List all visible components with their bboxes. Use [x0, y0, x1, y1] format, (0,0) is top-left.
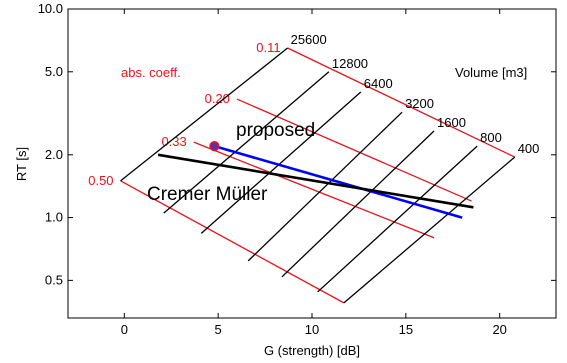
y-axis-label: RT [s]	[14, 147, 29, 181]
y-tick-label: 5.0	[45, 64, 63, 79]
x-tick-label: 5	[215, 322, 222, 337]
y-tick-label: 1.0	[45, 210, 63, 225]
volume-label-1600: 1600	[437, 115, 466, 130]
absorption-line-0.20	[236, 98, 472, 202]
absorption-label-0.33: 0.33	[161, 134, 186, 149]
series-line-cremer-m-ller	[157, 153, 474, 209]
abs-coeff-title: abs. coeff.	[121, 65, 181, 80]
absorption-line-0.11	[287, 47, 515, 158]
volume-label-6400: 6400	[364, 76, 393, 91]
absorption-label-0.20: 0.20	[205, 91, 230, 106]
volume-label-3200: 3200	[405, 96, 434, 111]
volume-label-12800: 12800	[332, 56, 368, 71]
x-tick-label: 0	[121, 322, 128, 337]
volume-line-3200	[247, 111, 403, 262]
volume-label-400: 400	[518, 141, 540, 156]
volume-line-6400	[200, 91, 362, 234]
proposed-label: proposed	[236, 120, 315, 141]
absorption-label-0.11: 0.11	[256, 40, 280, 55]
x-tick-label: 15	[399, 322, 413, 337]
x-axis-label: G (strength) [dB]	[264, 343, 360, 358]
plot-area	[67, 8, 557, 319]
volume-label-25600: 25600	[291, 32, 327, 47]
volume-line-25600	[120, 47, 289, 182]
volume-line-12800	[163, 71, 330, 214]
y-tick-label: 2.0	[45, 147, 63, 162]
x-tick-label: 10	[305, 322, 319, 337]
volume-title: Volume [m3]	[455, 65, 527, 80]
x-tick-label: 20	[492, 322, 506, 337]
series-line-proposed	[214, 144, 463, 219]
y-tick-label: 0.5	[45, 272, 63, 287]
proposed-marker	[209, 141, 220, 152]
volume-line-800	[317, 145, 478, 293]
cremer-muller-label: Cremer Müller	[147, 184, 268, 205]
volume-line-1600	[281, 130, 435, 278]
y-tick-label: 10.0	[38, 1, 63, 16]
absorption-line-0.50	[120, 180, 345, 304]
absorption-label-0.50: 0.50	[88, 173, 113, 188]
volume-label-800: 800	[480, 130, 502, 145]
volume-line-400	[343, 156, 516, 304]
